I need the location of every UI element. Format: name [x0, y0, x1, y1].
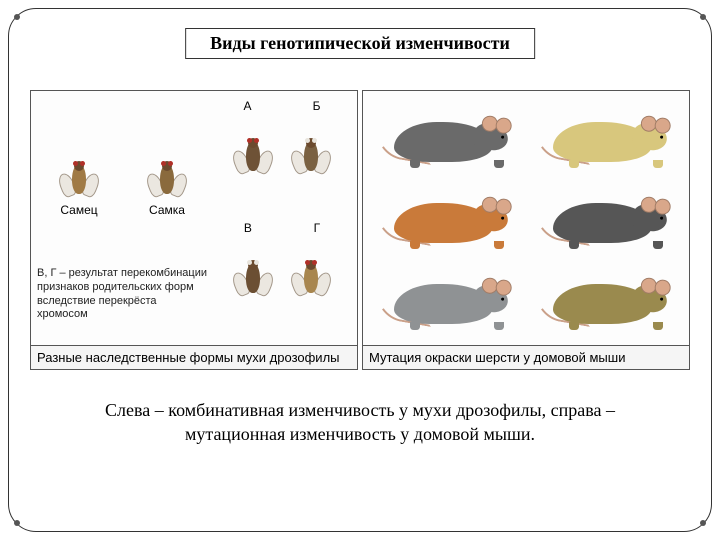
corner-dot	[700, 520, 706, 526]
right-panel: Мутация окраски шерсти у домовой мыши	[362, 90, 690, 370]
left-panel: Самец Самка АБ	[30, 90, 358, 370]
mouse-illustration	[363, 91, 689, 345]
right-caption: Мутация окраски шерсти у домовой мыши	[363, 345, 689, 369]
panel-row: Самец Самка АБ	[30, 90, 690, 370]
mouse-2	[530, 99, 681, 174]
mouse-3	[371, 180, 522, 255]
bottom-caption: Слева – комбинативная изменчивость у мух…	[56, 398, 664, 447]
left-caption: Разные наследственные формы мухи дрозофи…	[31, 345, 357, 369]
mouse-4	[530, 180, 681, 255]
mouse-6	[530, 262, 681, 337]
fly-note: В, Г – результат перекомбинации признако…	[37, 219, 209, 339]
fly-illustration: Самец Самка АБ	[31, 91, 357, 345]
mouse-1	[371, 99, 522, 174]
corner-dot	[14, 520, 20, 526]
slide-title: Виды генотипической изменчивости	[185, 28, 535, 59]
fly-pair-ab: АБ	[213, 97, 351, 217]
fly-pair-vg: ВГ	[213, 219, 351, 339]
corner-dot	[14, 14, 20, 20]
fly-female: Самка	[125, 97, 209, 217]
mouse-5	[371, 262, 522, 337]
fly-male: Самец	[37, 97, 121, 217]
corner-dot	[700, 14, 706, 20]
